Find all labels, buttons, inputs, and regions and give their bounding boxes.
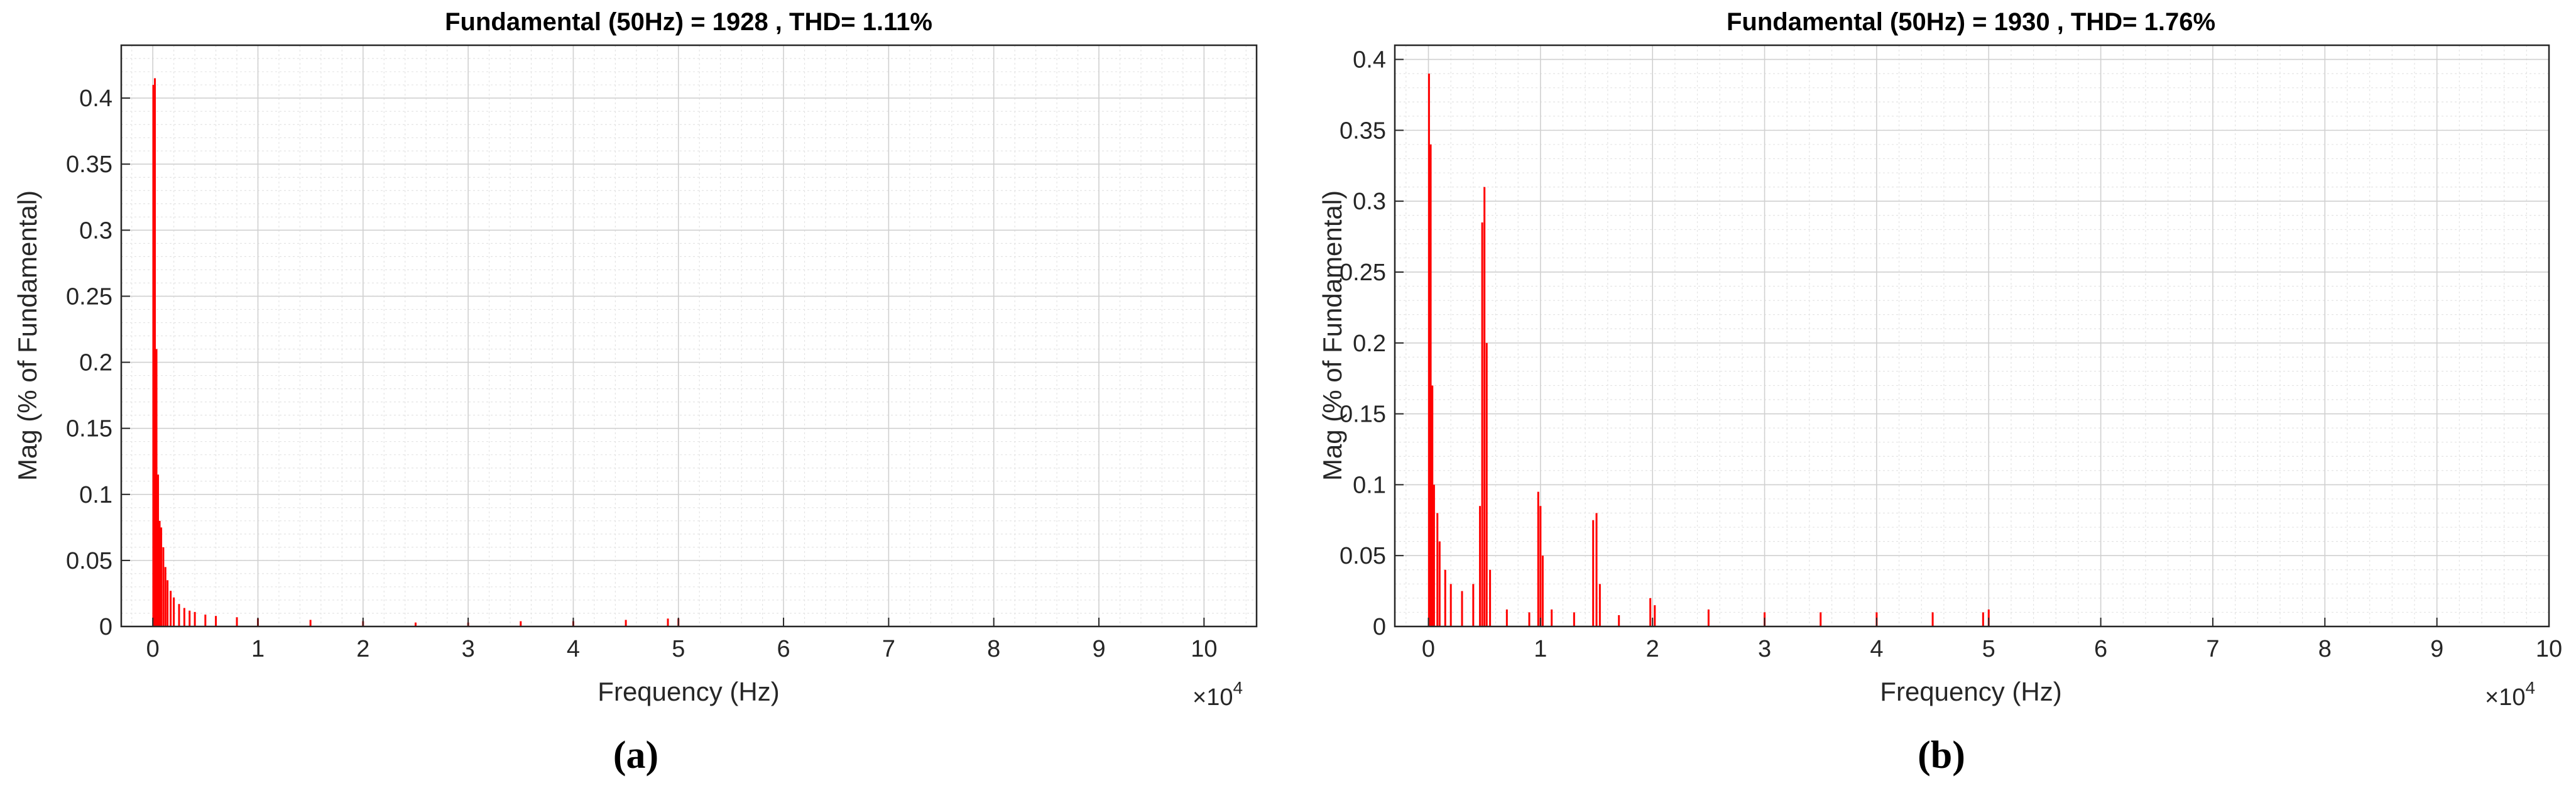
plot-area	[1395, 45, 2549, 626]
y-tick-label: 0.2	[79, 350, 112, 376]
x-tick-label: 10	[1191, 636, 1217, 662]
x-ticks: 0 1 2 3 4 5 6 7 8 9 10	[1422, 618, 2562, 662]
chart-panel-a: 0 1 2 3 4 5 6 7 8 9 10 00.050.10.150.20.250.30.350…	[13, 8, 1258, 777]
panel-label: (a)	[613, 734, 658, 777]
y-tick-label: 0.3	[1353, 189, 1386, 215]
chart-title: Fundamental (50Hz) = 1930 , THD= 1.76%	[1727, 8, 2215, 36]
y-tick-label: 0.4	[79, 85, 112, 112]
y-tick-label: 0.05	[1340, 543, 1386, 569]
x-tick-label: 2	[356, 636, 369, 662]
y-ticks: 0 0.05 0.1 0.15 0.2 0.25 0.3 0.35 0.4	[66, 85, 130, 640]
x-tick-label: 10	[2536, 636, 2562, 662]
y-tick-label: 0.15	[1340, 402, 1386, 428]
y-tick-label: 0.3	[79, 217, 112, 244]
x-tick-label: 4	[1870, 636, 1883, 662]
plot-frame	[120, 44, 1258, 628]
spectrum-bars	[1427, 74, 1990, 626]
y-tick-label: 0.35	[66, 151, 112, 178]
y-tick-label: 0.4	[1353, 47, 1386, 74]
y-tick-label: 0.25	[66, 283, 112, 310]
x-tick-label: 0	[1422, 636, 1435, 662]
x-axis-label: Frequency (Hz)	[1880, 677, 2061, 706]
x-axis-multiplier: ×104	[1192, 678, 1243, 711]
x-tick-label: 9	[1092, 636, 1105, 662]
y-tick-label: 0	[99, 614, 112, 640]
x-ticks: 0 1 2 3 4 5 6 7 8 9 10	[146, 618, 1217, 662]
y-tick-label: 0.2	[1353, 331, 1386, 357]
y-axis-label: Mag (% of Fundamental)	[13, 190, 42, 481]
y-tick-label: 0.15	[66, 416, 112, 442]
x-tick-label: 4	[567, 636, 580, 662]
minor-grid	[121, 45, 1257, 626]
plot-frame	[1394, 44, 2550, 628]
y-tick-label: 0.25	[1340, 260, 1386, 286]
y-axis-label: Mag (% of Fundamental)	[1318, 190, 1347, 481]
y-tick-label: 0.1	[1353, 472, 1386, 498]
x-tick-label: 6	[777, 636, 790, 662]
x-tick-label: 8	[987, 636, 1000, 662]
x-tick-label: 0	[146, 636, 160, 662]
panel-label: (b)	[1918, 734, 1965, 777]
x-tick-label: 8	[2318, 636, 2332, 662]
x-tick-label: 3	[1758, 636, 1771, 662]
x-tick-label: 5	[1982, 636, 1995, 662]
x-tick-label: 3	[462, 636, 475, 662]
x-tick-label: 1	[251, 636, 265, 662]
x-tick-label: 9	[2430, 636, 2443, 662]
x-tick-label: 1	[1534, 636, 1547, 662]
y-ticks: 0 0.05 0.1 0.15 0.2 0.25 0.3 0.35 0.4	[1340, 47, 1404, 640]
x-tick-label: 7	[2206, 636, 2219, 662]
x-tick-label: 5	[672, 636, 685, 662]
x-axis-label: Frequency (Hz)	[598, 677, 779, 706]
y-tick-label: 0.1	[79, 482, 112, 508]
y-tick-label: 0	[1373, 614, 1386, 640]
y-tick-label: 0.05	[66, 548, 112, 574]
y-tick-label: 0.35	[1340, 118, 1386, 144]
chart-title: Fundamental (50Hz) = 1928 , THD= 1.11%	[445, 8, 932, 36]
x-tick-label: 6	[2094, 636, 2107, 662]
x-tick-label: 2	[1646, 636, 1659, 662]
x-axis-multiplier: ×104	[2485, 678, 2535, 711]
x-tick-label: 7	[882, 636, 895, 662]
chart-panel-b: 0 1 2 3 4 5 6 7 8 9 10 00.050.10.150.20.250.30.350…	[1318, 8, 2562, 777]
